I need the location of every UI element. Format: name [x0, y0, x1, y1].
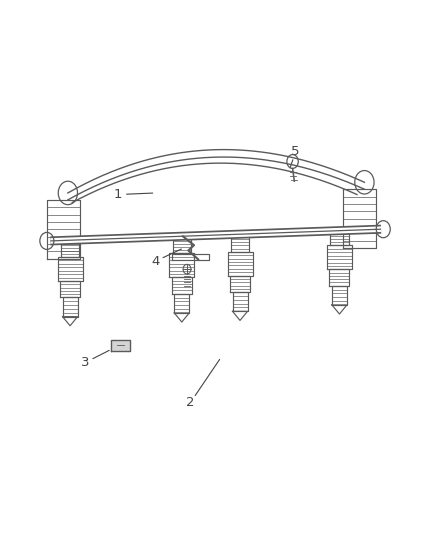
Polygon shape: [111, 340, 130, 351]
Text: 4: 4: [151, 255, 160, 268]
Text: 3: 3: [81, 356, 90, 369]
Text: 2: 2: [186, 396, 195, 409]
Text: 5: 5: [291, 146, 300, 158]
Text: 1: 1: [114, 188, 123, 201]
